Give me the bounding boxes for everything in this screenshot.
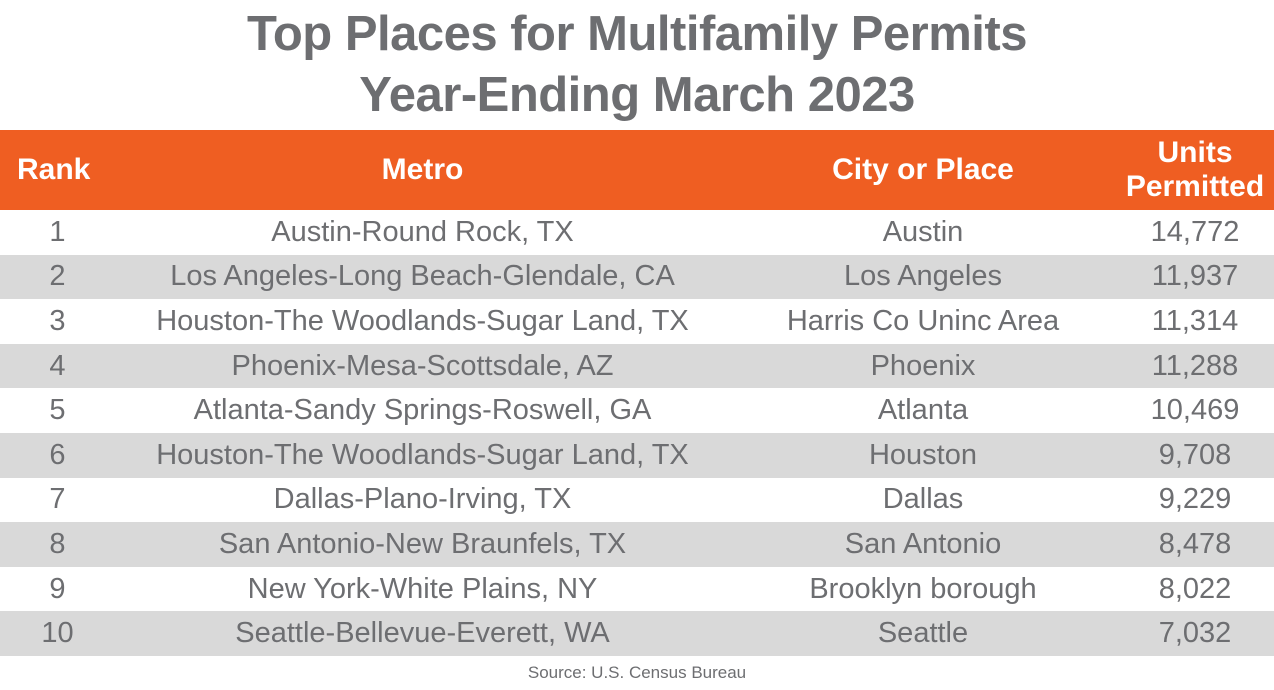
header-rank: Rank <box>17 153 91 186</box>
metro-cell: Los Angeles-Long Beach-Glendale, CA <box>170 260 675 293</box>
units-cell: 11,288 <box>1151 349 1239 382</box>
metro-cell: Austin-Round Rock, TX <box>271 215 574 248</box>
header-units: Units Permitted <box>1116 136 1274 204</box>
table-row: 1 Austin-Round Rock, TX Austin 14,772 <box>0 210 1274 255</box>
metro-cell: Seattle-Bellevue-Everett, WA <box>235 617 610 650</box>
units-cell: 11,937 <box>1151 260 1239 293</box>
table-row: 6 Houston-The Woodlands-Sugar Land, TX H… <box>0 432 1274 478</box>
title-line-2: Year-Ending March 2023 <box>359 68 915 122</box>
rank-cell: 9 <box>49 572 66 605</box>
city-cell: Harris Co Uninc Area <box>786 304 1060 337</box>
page-title: Top Places for Multifamily Permits Year-… <box>0 0 1274 130</box>
city-cell: Austin <box>882 215 964 248</box>
table-row: 2 Los Angeles-Long Beach-Glendale, CA Lo… <box>0 254 1274 300</box>
units-cell: 9,229 <box>1158 483 1232 516</box>
rank-cell: 8 <box>49 527 66 560</box>
title-line-1: Top Places for Multifamily Permits <box>247 7 1027 61</box>
metro-cell: Houston-The Woodlands-Sugar Land, TX <box>156 438 689 471</box>
source-attribution: Source: U.S. Census Bureau <box>527 662 747 682</box>
units-cell: 9,708 <box>1158 438 1232 471</box>
city-cell: Seattle <box>877 617 969 650</box>
header-metro: Metro <box>381 153 464 186</box>
units-cell: 10,469 <box>1150 394 1240 427</box>
rank-cell: 1 <box>49 215 66 248</box>
units-cell: 8,022 <box>1158 572 1232 605</box>
header-units-line1: Units <box>1157 136 1233 169</box>
units-cell: 8,478 <box>1158 527 1232 560</box>
units-cell: 7,032 <box>1158 617 1232 650</box>
table-row: 10 Seattle-Bellevue-Everett, WA Seattle … <box>0 611 1274 656</box>
metro-cell: Houston-The Woodlands-Sugar Land, TX <box>156 304 689 337</box>
table-row: 8 San Antonio-New Braunfels, TX San Anto… <box>0 522 1274 567</box>
metro-cell: Phoenix-Mesa-Scottsdale, AZ <box>231 349 614 382</box>
table-row: 9 New York-White Plains, NY Brooklyn bor… <box>0 567 1274 612</box>
city-cell: Houston <box>868 438 977 471</box>
table-row: 5 Atlanta-Sandy Springs-Roswell, GA Atla… <box>0 388 1274 433</box>
city-cell: Phoenix <box>870 349 976 382</box>
rank-cell: 4 <box>49 349 66 382</box>
header-city: City or Place <box>832 153 1014 186</box>
city-cell: Atlanta <box>877 394 969 427</box>
rank-cell: 3 <box>49 304 66 337</box>
city-cell: Los Angeles <box>843 260 1002 293</box>
rank-cell: 7 <box>49 483 66 516</box>
table-row: 7 Dallas-Plano-Irving, TX Dallas 9,229 <box>0 478 1274 523</box>
city-cell: San Antonio <box>844 527 1002 560</box>
rank-cell: 2 <box>49 260 66 293</box>
metro-cell: Dallas-Plano-Irving, TX <box>273 483 572 516</box>
city-cell: Dallas <box>882 483 964 516</box>
units-cell: 14,772 <box>1150 215 1240 248</box>
rank-cell: 5 <box>49 394 66 427</box>
metro-cell: New York-White Plains, NY <box>247 572 598 605</box>
table-row: 3 Houston-The Woodlands-Sugar Land, TX H… <box>0 299 1274 344</box>
rank-cell: 10 <box>41 617 74 650</box>
city-cell: Brooklyn borough <box>809 572 1037 605</box>
table-row: 4 Phoenix-Mesa-Scottsdale, AZ Phoenix 11… <box>0 343 1274 389</box>
rank-cell: 6 <box>49 438 66 471</box>
header-units-line2: Permitted <box>1125 170 1265 203</box>
units-cell: 11,314 <box>1151 304 1239 337</box>
metro-cell: San Antonio-New Braunfels, TX <box>218 527 627 560</box>
metro-cell: Atlanta-Sandy Springs-Roswell, GA <box>193 394 652 427</box>
permits-table: Rank Metro City or Place Units Permitted… <box>0 130 1274 656</box>
table-header-row: Rank Metro City or Place Units Permitted <box>0 130 1274 210</box>
